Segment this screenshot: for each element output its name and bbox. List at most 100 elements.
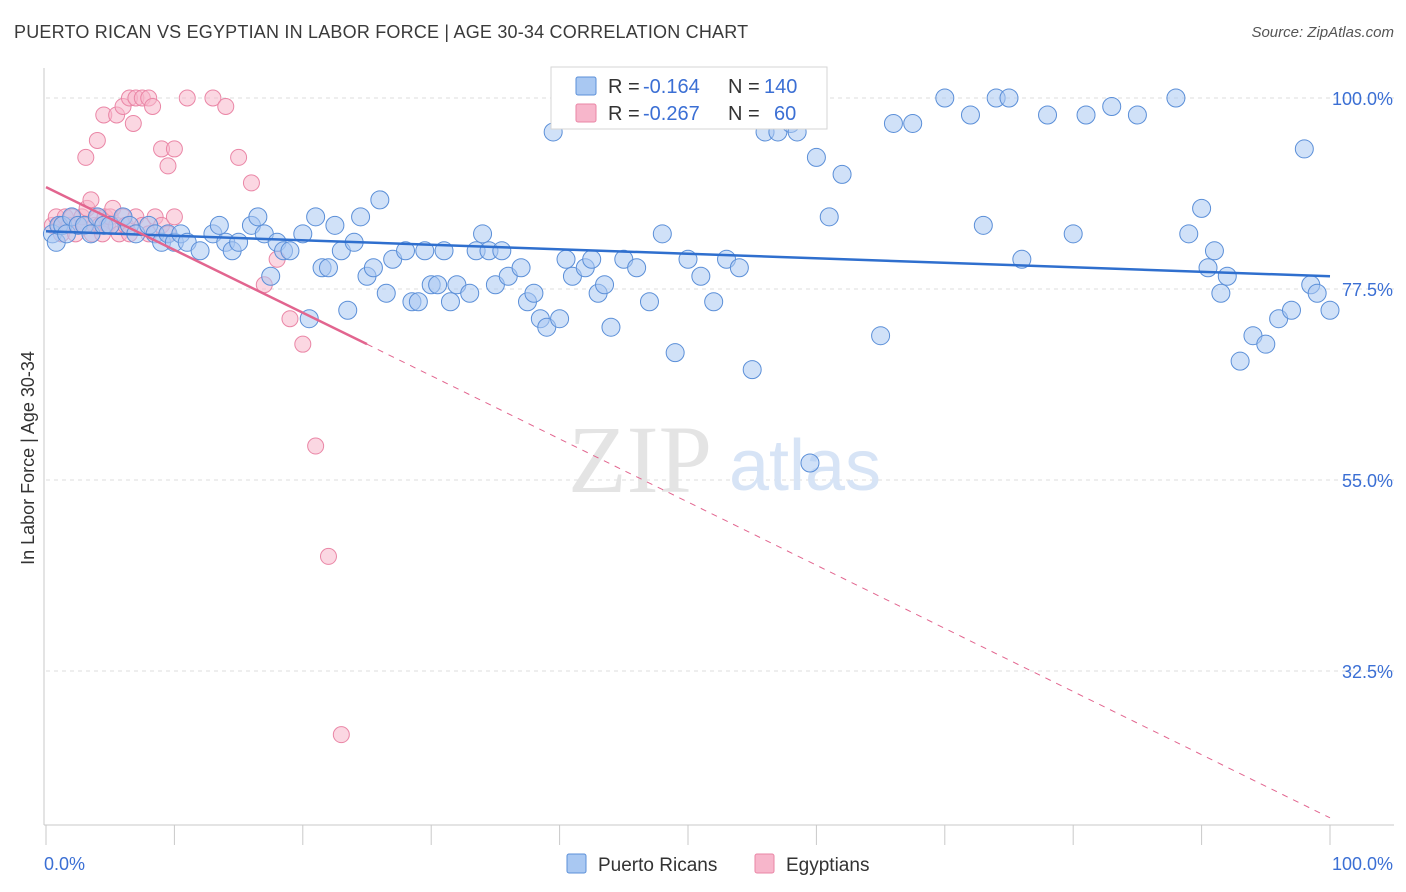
puerto-rican-point-68 — [524, 283, 544, 303]
puerto-rican-point-123 — [1256, 334, 1276, 354]
y-tick-label-1: 77.5% — [1342, 280, 1393, 300]
puerto-rican-point-121 — [1230, 351, 1250, 371]
puerto-rican-point-116 — [1192, 198, 1212, 218]
puerto-rican-point-101 — [883, 113, 903, 133]
egyptian-point-44 — [159, 157, 177, 175]
puerto-rican-point-52 — [408, 292, 428, 312]
y-tick-label-0: 100.0% — [1332, 89, 1393, 109]
egyptian-point-49 — [230, 148, 248, 166]
puerto-ricans-trend-line — [45, 230, 1331, 278]
stats-legend: R = -0.164 N = 140 R = -0.267 N = 60 — [550, 66, 828, 130]
puerto-rican-point-109 — [1038, 105, 1058, 125]
puerto-rican-point-22 — [190, 241, 210, 261]
puerto-rican-point-83 — [639, 292, 659, 312]
chart-title: PUERTO RICAN VS EGYPTIAN IN LABOR FORCE … — [14, 22, 749, 42]
y-tick-labels: 100.0% 77.5% 55.0% 32.5% — [1332, 89, 1393, 682]
puerto-rican-point-46 — [363, 258, 383, 278]
puerto-rican-point-114 — [1166, 88, 1186, 108]
egyptian-point-57 — [332, 726, 350, 744]
puerto-rican-point-27 — [229, 232, 249, 252]
puerto-rican-point-108 — [1012, 249, 1032, 269]
puerto-rican-point-82 — [627, 258, 647, 278]
puerto-rican-point-117 — [1198, 258, 1218, 278]
puerto-rican-point-55 — [428, 275, 448, 295]
puerto-rican-point-64 — [492, 241, 512, 261]
egyptian-point-47 — [204, 89, 222, 107]
legend-swatch-pink — [575, 103, 597, 123]
egyptian-point-56 — [319, 547, 337, 565]
puerto-rican-point-31 — [261, 266, 281, 286]
puerto-rican-point-66 — [511, 258, 531, 278]
egyptian-point-34 — [77, 148, 95, 166]
egyptian-point-53 — [281, 310, 299, 328]
puerto-rican-point-115 — [1179, 224, 1199, 244]
legend-n-label-2: N = — [728, 103, 760, 125]
x-tick-label-0: 0.0% — [44, 854, 85, 874]
puerto-rican-point-91 — [742, 360, 762, 380]
y-tick-label-2: 55.0% — [1342, 471, 1393, 491]
puerto-rican-point-42 — [338, 300, 358, 320]
x-tick-label-1: 100.0% — [1332, 854, 1393, 874]
puerto-rican-point-50 — [396, 241, 416, 261]
puerto-rican-point-72 — [550, 309, 570, 329]
legend-swatch-blue — [575, 76, 597, 96]
puerto-rican-point-128 — [1307, 283, 1327, 303]
puerto-rican-point-107 — [999, 88, 1019, 108]
puerto-rican-point-102 — [903, 113, 923, 133]
puerto-rican-point-129 — [1320, 300, 1340, 320]
puerto-rican-point-44 — [351, 207, 371, 227]
legend-n-value-1: 140 — [764, 76, 797, 98]
puerto-rican-point-29 — [248, 207, 268, 227]
puerto-rican-point-48 — [376, 283, 396, 303]
puerto-rican-point-73 — [556, 249, 576, 269]
y-tick-label-3: 32.5% — [1342, 662, 1393, 682]
puerto-rican-point-104 — [960, 105, 980, 125]
puerto-rican-point-105 — [973, 215, 993, 235]
puerto-rican-point-119 — [1211, 283, 1231, 303]
egyptian-point-55 — [307, 437, 325, 455]
egyptian-point-58 — [124, 114, 142, 132]
puerto-rican-point-39 — [318, 258, 338, 278]
egyptian-point-59 — [144, 97, 162, 115]
egyptians-trend-line — [45, 186, 368, 346]
puerto-rican-point-40 — [325, 215, 345, 235]
puerto-rican-point-84 — [652, 224, 672, 244]
puerto-rican-point-59 — [460, 283, 480, 303]
source-label: Source: ZipAtlas.com — [1251, 24, 1394, 41]
egyptians-trend-extension — [366, 343, 1331, 819]
puerto-rican-point-118 — [1204, 241, 1224, 261]
legend-r-value-1: -0.164 — [643, 76, 700, 98]
puerto-rican-point-99 — [832, 164, 852, 184]
egyptian-point-33 — [165, 208, 183, 226]
puerto-rican-point-79 — [601, 317, 621, 337]
egyptian-point-35 — [88, 131, 106, 149]
egyptian-point-45 — [165, 140, 183, 158]
puerto-rican-point-126 — [1294, 139, 1314, 159]
legend-egyptians-swatch — [754, 853, 775, 874]
puerto-rican-point-78 — [595, 275, 615, 295]
legend-n-label-1: N = — [728, 76, 760, 98]
puerto-rican-point-113 — [1127, 105, 1147, 125]
x-tick-labels: 0.0% 100.0% — [44, 854, 1393, 874]
legend-egyptians-label: Egyptians — [786, 855, 869, 876]
puerto-rican-point-88 — [704, 292, 724, 312]
puerto-rican-point-111 — [1076, 105, 1096, 125]
puerto-rican-point-61 — [473, 224, 493, 244]
puerto-rican-point-87 — [691, 266, 711, 286]
puerto-rican-point-125 — [1281, 300, 1301, 320]
legend-puerto-ricans-swatch — [566, 853, 587, 874]
egyptian-point-48 — [217, 97, 235, 115]
puerto-rican-point-112 — [1102, 96, 1122, 116]
watermark-zip: ZIP — [568, 406, 712, 513]
puerto-rican-point-96 — [800, 453, 820, 473]
legend-n-value-2: 60 — [774, 103, 796, 125]
egyptian-point-50 — [242, 174, 260, 192]
puerto-rican-point-57 — [440, 292, 460, 312]
egyptian-point-46 — [178, 89, 196, 107]
trend-lines — [45, 186, 1331, 819]
puerto-rican-point-85 — [665, 343, 685, 363]
puerto-rican-point-100 — [871, 326, 891, 346]
puerto-rican-point-47 — [370, 190, 390, 210]
puerto-rican-point-97 — [806, 147, 826, 167]
